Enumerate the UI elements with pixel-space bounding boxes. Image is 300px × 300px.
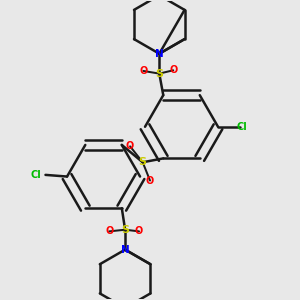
- Text: S: S: [139, 157, 147, 167]
- Text: O: O: [105, 226, 113, 236]
- Text: O: O: [146, 176, 154, 185]
- Text: O: O: [126, 141, 134, 152]
- Text: N: N: [155, 49, 164, 59]
- Text: O: O: [135, 226, 143, 236]
- Text: N: N: [121, 244, 130, 255]
- Text: S: S: [155, 69, 163, 79]
- Text: O: O: [139, 66, 148, 76]
- Text: O: O: [169, 65, 177, 75]
- Text: Cl: Cl: [237, 122, 247, 132]
- Text: S: S: [121, 225, 129, 235]
- Text: Cl: Cl: [31, 170, 41, 180]
